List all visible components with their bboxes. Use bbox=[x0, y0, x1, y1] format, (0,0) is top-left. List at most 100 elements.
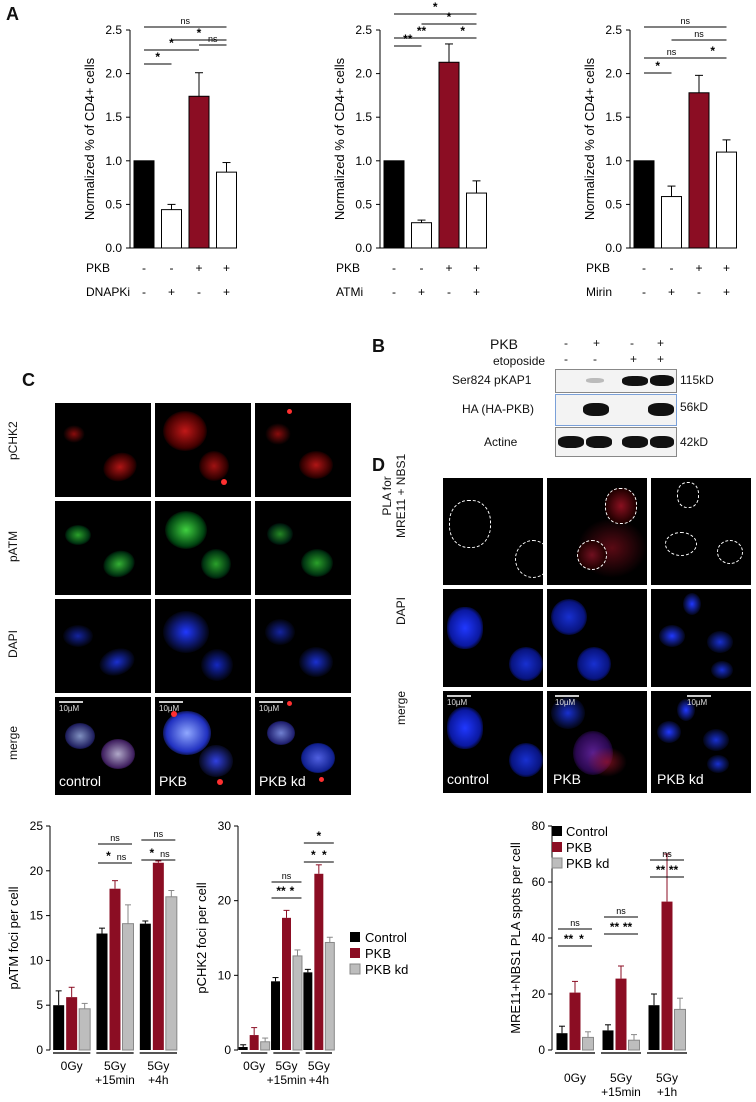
wb-pkb-sign: - bbox=[564, 336, 568, 350]
significance-label: * bbox=[433, 0, 438, 14]
panel-letter-a: A bbox=[6, 4, 19, 24]
sign-pkb: - bbox=[420, 261, 424, 275]
micrograph-merge-pkbkd: 10µM PKB kd bbox=[255, 697, 351, 795]
category-label: +4h bbox=[309, 1073, 329, 1087]
y-tick-label: 1.5 bbox=[355, 110, 372, 124]
significance-label: ns bbox=[110, 833, 120, 843]
significance-label: * bbox=[290, 884, 295, 898]
bar bbox=[688, 92, 710, 249]
category-label: +15min bbox=[95, 1073, 135, 1087]
wb-strip-ha bbox=[555, 394, 677, 426]
micrograph-pchk2-control bbox=[55, 403, 151, 497]
y-tick-label: 10 bbox=[218, 968, 232, 982]
bar bbox=[411, 222, 432, 249]
condition-label: control bbox=[59, 773, 102, 789]
condition-label: PKB kd bbox=[259, 773, 306, 789]
sign-inhibitor: - bbox=[392, 285, 396, 299]
wb-pkb-sign: - bbox=[630, 336, 634, 350]
y-tick-label: 1.0 bbox=[105, 154, 122, 168]
significance-label: ns bbox=[282, 871, 292, 881]
legend-label: PKB kd bbox=[566, 856, 609, 871]
y-tick-label: 20 bbox=[218, 894, 232, 908]
y-tick-label: 0.5 bbox=[105, 197, 122, 211]
significance-label: * bbox=[579, 932, 584, 946]
bar bbox=[633, 160, 655, 249]
row-label-pkb: PKB bbox=[586, 261, 610, 275]
significance-label: * bbox=[316, 829, 321, 843]
significance-label: * bbox=[106, 849, 111, 863]
y-tick-label: 2.0 bbox=[105, 67, 122, 81]
y-tick-label: 0 bbox=[224, 1043, 231, 1057]
y-tick-label: 40 bbox=[532, 931, 546, 945]
significance-label: ns bbox=[694, 29, 704, 39]
significance-label: * bbox=[169, 36, 174, 50]
sign-inhibitor: + bbox=[473, 285, 480, 299]
category-label: 0Gy bbox=[243, 1059, 265, 1073]
sign-inhibitor: + bbox=[223, 285, 230, 299]
category-label: +15min bbox=[267, 1073, 307, 1087]
condition-label: PKB bbox=[553, 771, 582, 787]
bar bbox=[139, 923, 151, 1050]
bar bbox=[271, 981, 281, 1050]
scale-bar: 10µM bbox=[159, 701, 183, 713]
significance-label: ** bbox=[417, 24, 427, 38]
micrograph-merge-control: 10µM control bbox=[55, 697, 151, 795]
micrograph-merge-d-control: 10µM control bbox=[443, 691, 543, 793]
sign-pkb: + bbox=[723, 261, 730, 275]
row-label-dapi: DAPI bbox=[6, 629, 20, 658]
y-axis-label: Normalized % of CD4+ cells bbox=[582, 57, 597, 220]
row-label-pla: PLA for MRE11 + NBS1 bbox=[380, 453, 408, 538]
bar bbox=[109, 888, 121, 1050]
significance-label: * bbox=[460, 24, 465, 38]
wb-pkb-sign: + bbox=[593, 336, 601, 350]
chart-a-dnapki: 0.0 0.5 1.0 1.5 2.0 2.5 Normalized % of CD4+ c… bbox=[82, 16, 237, 299]
legend-swatch bbox=[350, 948, 360, 958]
bar bbox=[383, 160, 405, 249]
bar bbox=[96, 933, 108, 1050]
bar bbox=[438, 61, 460, 249]
category-label: +1h bbox=[657, 1085, 677, 1099]
sign-inhibitor: - bbox=[642, 285, 646, 299]
y-tick-label: 0 bbox=[538, 1043, 545, 1057]
y-tick-label: 20 bbox=[30, 864, 44, 878]
y-tick-label: 1.5 bbox=[105, 110, 122, 124]
wb-etoposide-label: etoposide bbox=[493, 354, 546, 368]
significance-label: ns bbox=[160, 849, 170, 859]
legend-label: PKB bbox=[566, 840, 592, 855]
bar bbox=[303, 972, 313, 1050]
micrograph-pla-control bbox=[443, 478, 543, 585]
bar bbox=[602, 1030, 614, 1050]
micrograph-pchk2-pkbkd bbox=[255, 403, 351, 497]
sign-pkb: - bbox=[642, 261, 646, 275]
wb-row-label: Ser824 pKAP1 bbox=[452, 373, 532, 387]
sign-inhibitor: + bbox=[668, 285, 675, 299]
row-label-inhibitor: DNAPKi bbox=[86, 285, 130, 299]
bar bbox=[569, 992, 581, 1050]
chart-a-mirin: 0.0 0.5 1.0 1.5 2.0 2.5 Normalized % of CD4+ c… bbox=[582, 16, 737, 299]
scale-bar: 10µM bbox=[555, 695, 579, 707]
bar bbox=[188, 95, 210, 249]
y-tick-label: 30 bbox=[218, 819, 232, 833]
sign-inhibitor: - bbox=[697, 285, 701, 299]
micrograph-pla-pkbkd bbox=[651, 478, 751, 585]
sign-pkb: - bbox=[142, 261, 146, 275]
row-label-inhibitor: Mirin bbox=[586, 285, 612, 299]
micrograph-dapi-d-control bbox=[443, 589, 543, 687]
bar bbox=[249, 1035, 259, 1050]
significance-label: * bbox=[155, 50, 160, 64]
bar bbox=[661, 901, 673, 1050]
legend-swatch bbox=[349, 963, 361, 975]
bar bbox=[161, 209, 182, 249]
bar bbox=[615, 978, 627, 1050]
y-axis-label: Normalized % of CD4+ cells bbox=[332, 57, 347, 220]
wb-size-label: 115kD bbox=[680, 373, 714, 387]
scale-bar: 10µM bbox=[59, 701, 83, 713]
bar bbox=[556, 1033, 568, 1050]
bar bbox=[133, 160, 155, 249]
y-tick-label: 1.0 bbox=[605, 154, 622, 168]
significance-label: ns bbox=[667, 47, 677, 57]
bar bbox=[648, 1005, 660, 1050]
y-tick-label: 0.5 bbox=[605, 197, 622, 211]
bar bbox=[78, 1008, 91, 1051]
